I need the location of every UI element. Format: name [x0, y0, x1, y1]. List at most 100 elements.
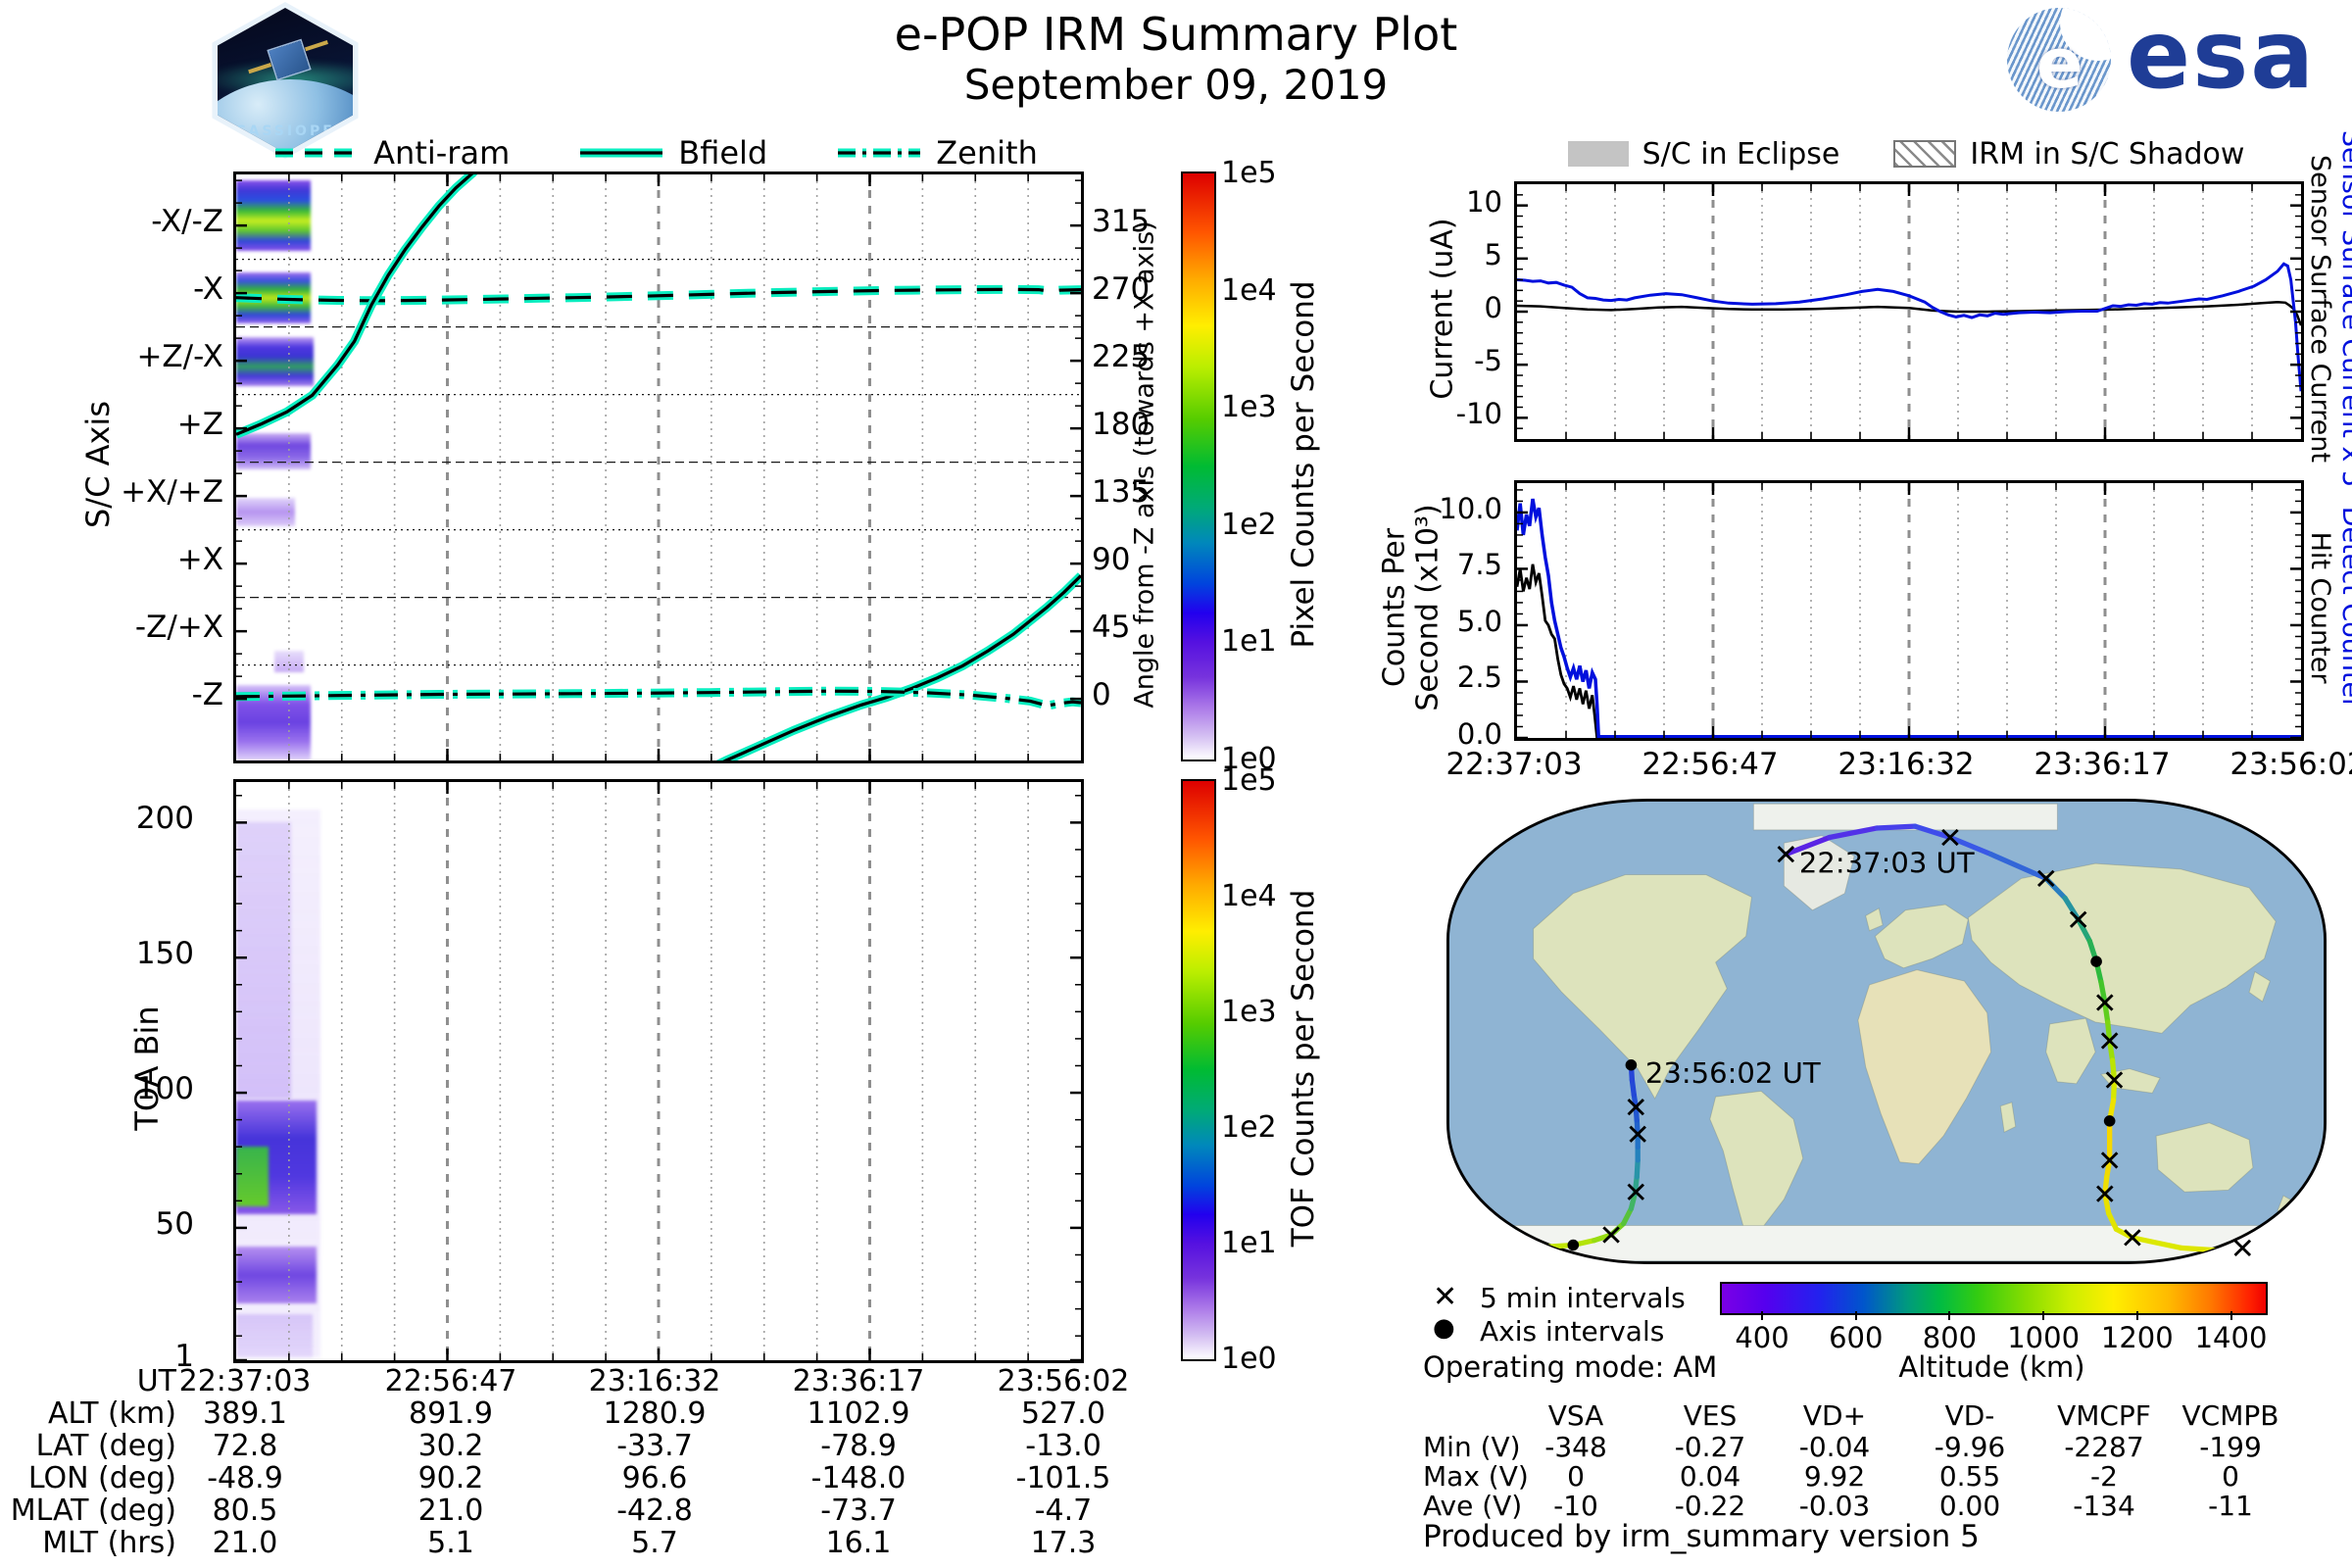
series-bfield — [236, 174, 474, 436]
spectrogram-band — [236, 336, 315, 387]
x-marker-label: 5 min intervals — [1480, 1282, 1686, 1314]
voltage-cell: 0.04 — [1679, 1460, 1741, 1493]
voltage-cell: -10 — [1553, 1490, 1598, 1522]
angle-tick-label: 45 — [1092, 610, 1131, 646]
nav-cell: 1280.9 — [603, 1396, 707, 1431]
operating-mode: Operating mode: AM — [1423, 1350, 1718, 1384]
spectrogram-band — [236, 1314, 313, 1358]
voltage-cell: 0.00 — [1938, 1490, 2001, 1522]
nav-cell: 23:16:32 — [588, 1364, 721, 1398]
legend-label: Bfield — [678, 134, 768, 172]
alt-cb-tick-mark — [2135, 1311, 2138, 1320]
nav-row-label: LON (deg) — [27, 1461, 176, 1495]
angle-tick-label: 180 — [1092, 407, 1151, 443]
voltage-row-label: Ave (V) — [1423, 1490, 1523, 1522]
track-markers — [1567, 828, 2252, 1256]
voltage-cell: -11 — [2208, 1490, 2253, 1522]
voltage-cell: -2287 — [2064, 1431, 2144, 1463]
shadow-legend-item: IRM in S/C Shadow — [1893, 137, 2244, 172]
ground-track-map: 22:37:03 UT 23:56:02 UT — [1431, 789, 2342, 1274]
counts-right-label-hit: Hit Counter — [2305, 531, 2335, 684]
voltage-col-header: VD+ — [1802, 1399, 1867, 1432]
current-tick-label: 5 — [1484, 237, 1502, 271]
esa-logo-globe: e — [2007, 8, 2111, 112]
tof-cb-tick: 1e3 — [1221, 995, 1277, 1029]
alt-cb-tick: 1200 — [2100, 1321, 2174, 1354]
legend-label: Zenith — [936, 134, 1038, 172]
nav-cell: -4.7 — [1034, 1494, 1093, 1528]
nav-cell: 22:56:47 — [384, 1364, 517, 1398]
nav-cell: 389.1 — [203, 1396, 287, 1431]
altitude-colorbar-label: Altitude (km) — [1898, 1350, 2085, 1384]
time-tick-label: 23:36:17 — [2034, 747, 2171, 782]
voltage-row-label: Min (V) — [1423, 1431, 1521, 1463]
spectrogram-band — [236, 497, 296, 526]
angle-tick-label: 90 — [1092, 542, 1131, 578]
grid-vertical — [288, 174, 1029, 760]
sc-axis-tick-label: +Z — [176, 407, 223, 443]
counts-right-label-detect: Detect Counter — [2336, 506, 2352, 710]
current-right-label-detect: Sensor Surface Current x 5 — [2336, 129, 2352, 488]
voltage-cell: -9.96 — [1934, 1431, 2006, 1463]
current-tick-label: 0 — [1484, 291, 1502, 324]
voltage-cell: 0 — [1567, 1460, 1585, 1493]
alt-cb-tick: 1400 — [2194, 1321, 2268, 1354]
pixel-cb-tick: 1e2 — [1221, 507, 1277, 542]
nav-row-label: UT — [136, 1364, 176, 1398]
map-annotation: 23:56:02 UT — [1645, 1056, 1821, 1090]
nav-row-label: LAT (deg) — [35, 1429, 176, 1463]
alt-cb-tick: 800 — [1922, 1321, 1978, 1354]
series-hit-counter — [1517, 564, 2301, 738]
pixel-cb-tick: 1e4 — [1221, 272, 1277, 308]
grid-vertical — [1565, 483, 2253, 738]
y-ticks — [236, 795, 1081, 1337]
world-map: 22:37:03 UT 23:56:02 UT — [1446, 798, 2328, 1265]
footer-credit: Produced by irm_summary version 5 — [1423, 1519, 1980, 1554]
alt-cb-tick: 400 — [1735, 1321, 1789, 1354]
pixel-cb-tick: 1e5 — [1221, 156, 1277, 190]
current-right-label-hit: Sensor Surface Current — [2305, 155, 2335, 463]
voltage-cell: -0.04 — [1798, 1431, 1871, 1463]
nav-cell: 23:36:17 — [792, 1364, 925, 1398]
pixel-cb-tick: 1e3 — [1221, 390, 1277, 425]
voltage-cell: -199 — [2199, 1431, 2262, 1463]
patch-label: CASSIOPE — [235, 123, 335, 139]
sc-axis-tick-label: +X/+Z — [121, 474, 223, 511]
alt-cb-tick: 1000 — [2007, 1321, 2081, 1354]
time-tick-label: 22:56:47 — [1642, 747, 1779, 782]
nav-cell: 23:56:02 — [997, 1364, 1130, 1398]
current-tick-label: -5 — [1474, 344, 1502, 378]
toa-bin-chart — [233, 779, 1084, 1363]
angle-tick-label: 315 — [1092, 204, 1151, 240]
voltage-cell: -0.22 — [1674, 1490, 1746, 1522]
series-anti-ram — [236, 287, 1081, 303]
toa-tick-label: 150 — [135, 936, 194, 972]
spectrogram-band — [236, 1147, 269, 1206]
sc-axis-plot — [236, 174, 1081, 760]
eclipse-legend-item: S/C in Eclipse — [1567, 137, 1839, 172]
y-ticks — [236, 821, 1081, 1360]
alt-cb-tick: 600 — [1829, 1321, 1884, 1354]
time-tick-label: 22:37:03 — [1446, 747, 1583, 782]
series-sensor-surface-current-x-5 — [1517, 262, 2301, 392]
cassiope-patch-art: CASSIOPE — [218, 8, 353, 153]
time-tick-label: 23:16:32 — [1838, 747, 1975, 782]
nav-cell: 891.9 — [409, 1396, 493, 1431]
dot-marker-icon: ● — [1433, 1313, 1455, 1343]
tof-counts-colorbar — [1181, 779, 1216, 1361]
anti-ram-line-sample — [275, 148, 359, 158]
alt-cb-tick-mark — [1948, 1311, 1951, 1320]
pixel-cb-tick: 1e0 — [1221, 742, 1277, 776]
voltage-col-header: VES — [1683, 1399, 1738, 1432]
dot-marker-label: Axis intervals — [1480, 1315, 1665, 1348]
nav-cell: 5.7 — [631, 1526, 678, 1560]
eclipse-legend: S/C in Eclipse IRM in S/C Shadow — [1514, 137, 2298, 172]
tof-cb-tick: 1e5 — [1221, 763, 1277, 798]
nav-cell: 1102.9 — [807, 1396, 910, 1431]
sc-axis-tick-label: -X/-Z — [151, 204, 223, 240]
nav-cell: 30.2 — [417, 1429, 484, 1463]
current-tick-label: 10 — [1466, 184, 1502, 219]
legend-label: Anti-ram — [373, 134, 511, 172]
voltage-cell: 9.92 — [1803, 1460, 1866, 1493]
esa-logo-e: e — [2036, 24, 2083, 104]
